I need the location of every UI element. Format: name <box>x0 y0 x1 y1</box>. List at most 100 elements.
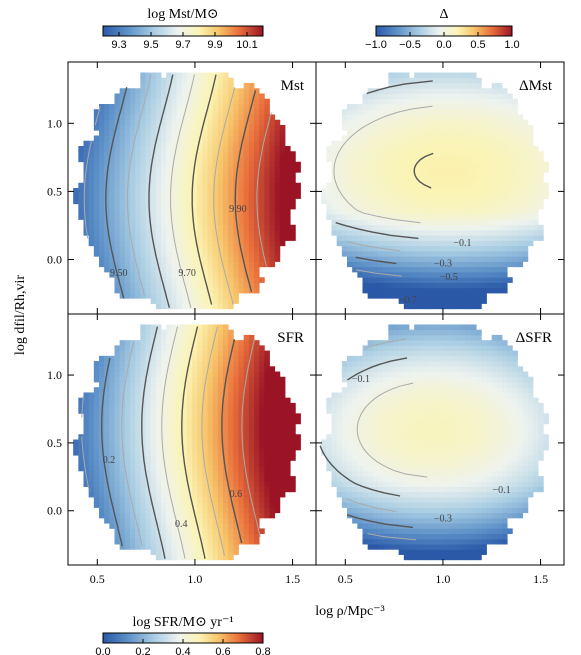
heatmap-cell <box>238 277 245 283</box>
heatmap-cell <box>171 188 177 194</box>
heatmap-cell <box>279 392 286 399</box>
heatmap-cell <box>83 449 90 456</box>
heatmap-cell <box>217 119 224 126</box>
heatmap-cell <box>155 203 162 210</box>
heatmap-cell <box>119 146 126 152</box>
heatmap-cell <box>202 298 208 304</box>
heatmap-cell <box>228 235 234 241</box>
heatmap-cell <box>522 130 529 136</box>
heatmap-cell <box>150 72 157 79</box>
heatmap-cell <box>114 528 121 535</box>
heatmap-cell <box>124 266 131 273</box>
heatmap-cell <box>171 455 177 461</box>
heatmap-cell <box>538 235 544 241</box>
heatmap-cell <box>264 182 270 189</box>
heatmap-cell <box>533 156 539 163</box>
heatmap-cell <box>502 93 508 100</box>
heatmap-cell <box>388 119 394 126</box>
heatmap-cell <box>150 161 157 168</box>
heatmap-cell <box>486 198 493 205</box>
heatmap-cell <box>491 167 498 173</box>
heatmap-cell <box>274 240 281 247</box>
heatmap-cell <box>352 497 358 503</box>
heatmap-cell <box>150 402 157 409</box>
heatmap-cell <box>388 282 394 289</box>
heatmap-cell <box>130 140 136 147</box>
heatmap-cell <box>176 429 183 435</box>
heatmap-cell <box>398 130 405 136</box>
heatmap-cell <box>362 465 369 472</box>
heatmap-cell <box>465 188 472 194</box>
heatmap-cell <box>104 230 110 236</box>
heatmap-cell <box>259 156 265 163</box>
heatmap-cell <box>207 277 214 283</box>
heatmap-cell <box>171 214 177 220</box>
heatmap-cell <box>114 397 121 404</box>
heatmap-cell <box>228 245 234 252</box>
heatmap-cell <box>450 156 456 163</box>
heatmap-cell <box>445 303 451 310</box>
heatmap-cell <box>481 256 487 262</box>
heatmap-cell <box>403 188 410 194</box>
heatmap-cell <box>372 167 379 173</box>
heatmap-cell <box>135 177 141 184</box>
heatmap-cell <box>238 502 245 508</box>
heatmap-cell <box>207 376 214 383</box>
heatmap-cell <box>228 502 234 508</box>
heatmap-cell <box>393 287 400 294</box>
contour-line <box>234 90 257 293</box>
heatmap-cell <box>290 476 296 482</box>
heatmap-cell <box>378 109 384 115</box>
heatmap-cell <box>347 387 353 393</box>
heatmap-cell <box>186 371 193 378</box>
heatmap-cell <box>171 423 177 430</box>
heatmap-cell <box>419 235 425 241</box>
heatmap-cell <box>140 329 146 336</box>
heatmap-cell <box>228 188 234 194</box>
heatmap-cell <box>228 298 234 304</box>
heatmap-cell <box>202 366 208 372</box>
heatmap-cell <box>176 287 183 294</box>
heatmap-cell <box>217 528 224 535</box>
heatmap-cell <box>502 245 508 252</box>
heatmap-cell <box>99 125 105 131</box>
heatmap-cell <box>186 334 193 341</box>
heatmap-cell <box>347 182 353 189</box>
heatmap-cell <box>83 177 90 184</box>
heatmap-cell <box>130 533 136 540</box>
heatmap-cell <box>207 392 214 399</box>
heatmap-cell <box>166 549 172 555</box>
heatmap-cell <box>341 497 348 503</box>
heatmap-cell <box>171 434 177 440</box>
heatmap-cell <box>440 151 446 157</box>
heatmap-cell <box>367 146 374 152</box>
heatmap-cell <box>192 135 198 142</box>
heatmap-cell <box>202 224 208 231</box>
heatmap-cell <box>409 104 415 110</box>
heatmap-cell <box>243 449 250 456</box>
heatmap-cell <box>285 193 291 199</box>
heatmap-cell <box>465 83 472 89</box>
heatmap-cell <box>140 93 146 100</box>
heatmap-cell <box>248 460 255 467</box>
heatmap-cell <box>171 355 177 362</box>
heatmap-cell <box>140 219 146 226</box>
heatmap-cell <box>238 397 245 404</box>
heatmap-cell <box>362 261 369 268</box>
heatmap-cell <box>119 429 126 435</box>
heatmap-cell <box>140 282 146 289</box>
heatmap-cell <box>502 140 508 147</box>
heatmap-cell <box>130 272 136 278</box>
heatmap-cell <box>207 156 214 163</box>
heatmap-cell <box>445 98 451 105</box>
heatmap-cell <box>450 214 456 220</box>
heatmap-cell <box>228 125 234 131</box>
heatmap-cell <box>104 261 110 268</box>
heatmap-cell <box>197 334 203 341</box>
heatmap-cell <box>197 329 203 336</box>
heatmap-cell <box>254 408 260 414</box>
heatmap-cell <box>135 397 141 404</box>
heatmap-cell <box>114 345 121 352</box>
heatmap-cell <box>398 119 405 126</box>
heatmap-cell <box>228 146 234 152</box>
